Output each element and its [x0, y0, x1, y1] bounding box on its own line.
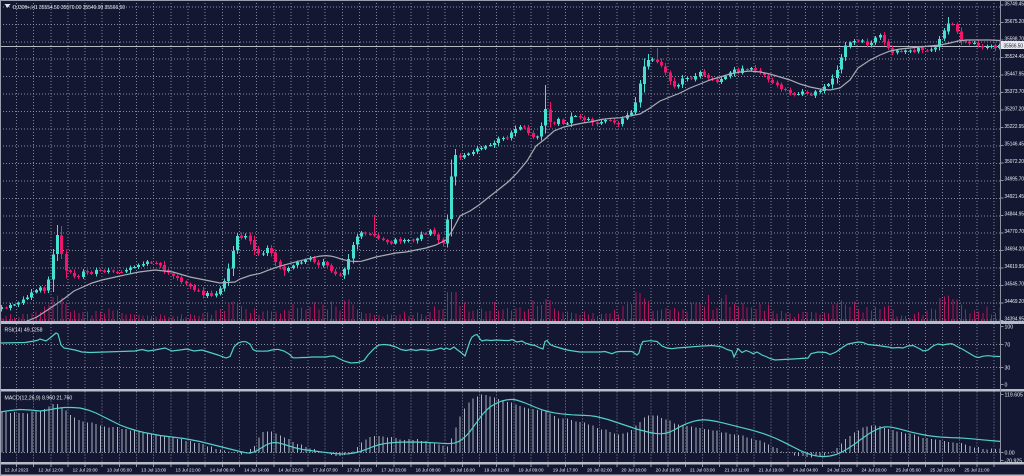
svg-text:12 Jul 12:00: 12 Jul 12:00 — [38, 468, 63, 473]
svg-text:25 Jul 13:00: 25 Jul 13:00 — [930, 468, 955, 473]
svg-text:-20.925: -20.925 — [1005, 458, 1023, 464]
svg-text:25 Jul 21:00: 25 Jul 21:00 — [964, 468, 989, 473]
svg-text:21 Jul 19:00: 21 Jul 19:00 — [759, 468, 784, 473]
svg-text:0: 0 — [1005, 382, 1008, 388]
svg-text:35146.45: 35146.45 — [1005, 142, 1024, 148]
svg-text:20 Jul 18:00: 20 Jul 18:00 — [656, 468, 681, 473]
svg-text:17 Jul 15:00: 17 Jul 15:00 — [347, 468, 372, 473]
svg-text:34469.20: 34469.20 — [1005, 299, 1024, 305]
svg-text:17 Jul 23:00: 17 Jul 23:00 — [381, 468, 406, 473]
svg-text:14 Jul 14:00: 14 Jul 14:00 — [244, 468, 269, 473]
svg-text:34545.70: 34545.70 — [1005, 282, 1024, 288]
svg-text:35297.20: 35297.20 — [1005, 106, 1024, 112]
svg-text:17 Jul 07:00: 17 Jul 07:00 — [313, 468, 338, 473]
svg-text:24 Jul 20:00: 24 Jul 20:00 — [861, 468, 886, 473]
svg-text:14 Jul 06:00: 14 Jul 06:00 — [210, 468, 235, 473]
svg-text:70: 70 — [1005, 343, 1011, 349]
svg-text:35222.95: 35222.95 — [1005, 124, 1024, 130]
svg-text:RSI(14) 49.1258: RSI(14) 49.1258 — [5, 328, 43, 334]
svg-text:24 Jul 04:00: 24 Jul 04:00 — [793, 468, 818, 473]
svg-text:DJ30ft+,H1 35554.50 35570.00: DJ30ft+,H1 35554.50 35570.00 35549.00 35… — [13, 5, 125, 11]
svg-text:35566.50: 35566.50 — [1004, 43, 1024, 49]
svg-text:12 Jul 2023: 12 Jul 2023 — [5, 468, 29, 473]
svg-text:25 Jul 05:00: 25 Jul 05:00 — [896, 468, 921, 473]
svg-text:13 Jul 13:00: 13 Jul 13:00 — [141, 468, 166, 473]
svg-text:35524.45: 35524.45 — [1005, 54, 1024, 60]
svg-text:13 Jul 05:00: 13 Jul 05:00 — [107, 468, 132, 473]
svg-text:24 Jul 12:00: 24 Jul 12:00 — [827, 468, 852, 473]
svg-text:14 Jul 22:00: 14 Jul 22:00 — [278, 468, 303, 473]
svg-text:21 Jul 03:00: 21 Jul 03:00 — [690, 468, 715, 473]
svg-text:12 Jul 20:00: 12 Jul 20:00 — [73, 468, 98, 473]
svg-text:0.00: 0.00 — [1005, 450, 1015, 456]
svg-text:21 Jul 11:00: 21 Jul 11:00 — [724, 468, 749, 473]
svg-text:34770.70: 34770.70 — [1005, 229, 1024, 235]
svg-text:34619.95: 34619.95 — [1005, 264, 1024, 270]
svg-text:30: 30 — [1005, 365, 1011, 371]
svg-text:35373.70: 35373.70 — [1005, 89, 1024, 95]
svg-text:34921.45: 34921.45 — [1005, 194, 1024, 200]
svg-text:34394.95: 34394.95 — [1005, 317, 1024, 323]
svg-text:20 Jul 10:00: 20 Jul 10:00 — [621, 468, 646, 473]
svg-text:34694.20: 34694.20 — [1005, 247, 1024, 253]
svg-text:MACD(12,26,9) 8.960 21.760: MACD(12,26,9) 8.960 21.760 — [5, 396, 73, 402]
svg-text:100: 100 — [1005, 324, 1014, 330]
svg-text:19 Jul 09:00: 19 Jul 09:00 — [518, 468, 543, 473]
svg-text:19 Jul 17:00: 19 Jul 17:00 — [553, 468, 578, 473]
svg-text:34995.70: 34995.70 — [1005, 177, 1024, 183]
svg-text:13 Jul 21:00: 13 Jul 21:00 — [175, 468, 200, 473]
svg-text:34844.95: 34844.95 — [1005, 212, 1024, 218]
svg-text:119.605: 119.605 — [1005, 393, 1023, 399]
svg-text:35675.20: 35675.20 — [1005, 19, 1024, 25]
svg-text:35447.95: 35447.95 — [1005, 71, 1024, 77]
svg-text:18 Jul 08:00: 18 Jul 08:00 — [416, 468, 441, 473]
svg-text:35598.70: 35598.70 — [1005, 36, 1024, 42]
svg-text:19 Jul 01:00: 19 Jul 01:00 — [484, 468, 509, 473]
svg-text:20 Jul 02:00: 20 Jul 02:00 — [587, 468, 612, 473]
svg-text:35072.20: 35072.20 — [1005, 159, 1024, 165]
svg-text:35749.45: 35749.45 — [1005, 1, 1024, 7]
svg-text:18 Jul 16:00: 18 Jul 16:00 — [450, 468, 475, 473]
